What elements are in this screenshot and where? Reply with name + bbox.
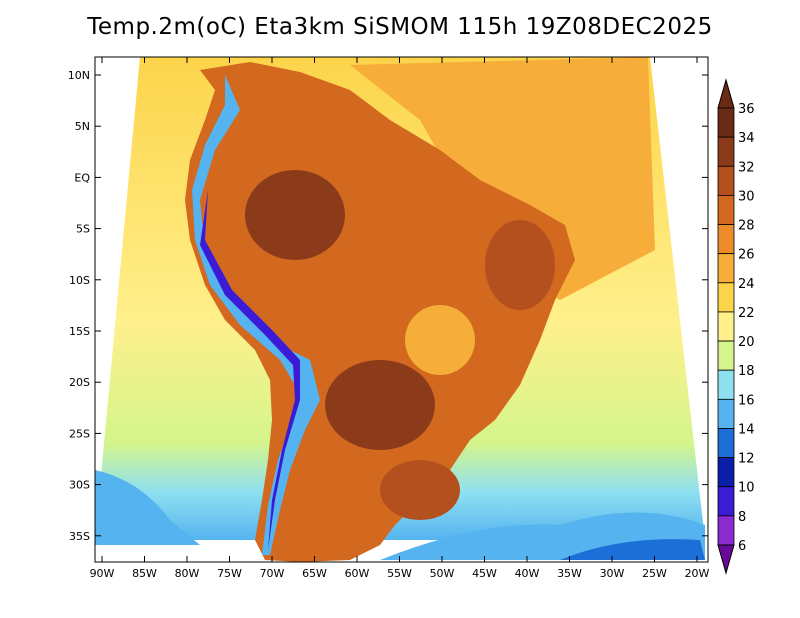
colorbar-label: 22	[738, 306, 755, 321]
colorbar: 36 34 32 30 28 26 24 22 20 18 16 14 12 10 8 6	[717, 78, 755, 575]
colorbar-segment	[717, 369, 735, 400]
colorbar-segment	[717, 253, 735, 284]
colorbar-segment	[717, 457, 735, 488]
colorbar-label: 12	[738, 452, 755, 467]
colorbar-label: 32	[738, 160, 755, 175]
colorbar-segment	[717, 136, 735, 167]
lat-tick-label: 5S	[76, 223, 90, 236]
colorbar-label: 34	[738, 131, 755, 146]
colorbar-label: 36	[738, 102, 755, 117]
map-title: Temp.2m(oC) Eta3km SiSMOM 115h 19Z08DEC2…	[87, 14, 713, 40]
colorbar-segment	[717, 428, 735, 459]
colorbar-segment	[717, 282, 735, 313]
lon-tick-label: 20W	[685, 567, 710, 580]
map-frame	[94, 56, 709, 563]
colorbar-label: 14	[738, 422, 755, 437]
map-field	[95, 57, 705, 562]
warm-ocean-north	[350, 57, 655, 300]
lon-tick-label: 40W	[515, 567, 540, 580]
colorbar-label: 28	[738, 219, 755, 234]
lon-tick-label: 55W	[387, 567, 412, 580]
colorbar-segment	[717, 194, 735, 225]
lat-tick-label: 30S	[69, 479, 90, 492]
colorbar-label: 10	[738, 481, 755, 496]
lon-tick-label: 60W	[345, 567, 370, 580]
northeast-warm	[485, 220, 555, 310]
latitude-axis: 10N 5N EQ 5S 10S 15S 20S 25S 30S 35S	[68, 69, 708, 543]
colorbar-label: 6	[738, 539, 746, 554]
lat-tick-label: 15S	[69, 325, 90, 338]
lon-tick-label: 35W	[557, 567, 582, 580]
cold-ocean-south-east-core	[560, 539, 705, 560]
pampas-hot-area	[380, 460, 460, 520]
lat-tick-label: 35S	[69, 530, 90, 543]
colorbar-max-arrow	[717, 78, 735, 109]
lon-tick-label: 45W	[472, 567, 497, 580]
colorbar-label: 30	[738, 189, 755, 204]
colorbar-segment	[717, 340, 735, 371]
colorbar-segment	[717, 107, 735, 138]
longitude-axis: 90W 85W 80W 75W 70W 65W 60W 55W 50W 45W 40W 35W 30W 2…	[90, 57, 710, 580]
lon-tick-label: 90W	[90, 567, 115, 580]
lat-tick-label: 5N	[75, 120, 90, 133]
lon-tick-label: 70W	[260, 567, 285, 580]
amazon-hot-area	[245, 170, 345, 260]
lon-tick-label: 75W	[217, 567, 242, 580]
lat-tick-label: 10N	[68, 69, 90, 82]
colorbar-label: 8	[738, 510, 746, 525]
colorbar-label: 20	[738, 335, 755, 350]
lon-tick-label: 65W	[302, 567, 327, 580]
lon-tick-label: 80W	[175, 567, 200, 580]
colorbar-label: 26	[738, 248, 755, 263]
colorbar-segment	[717, 165, 735, 196]
colorbar-segment	[717, 398, 735, 429]
colorbar-segment	[717, 515, 735, 546]
lon-tick-label: 85W	[132, 567, 157, 580]
andes-coldest	[200, 190, 300, 550]
lon-tick-label: 30W	[600, 567, 625, 580]
colorbar-min-arrow	[717, 544, 735, 575]
lon-tick-label: 25W	[642, 567, 667, 580]
lat-tick-label: 20S	[69, 376, 90, 389]
colorbar-segment	[717, 224, 735, 255]
lon-tick-label: 50W	[430, 567, 455, 580]
lat-tick-label: 10S	[69, 274, 90, 287]
lat-tick-label: EQ	[74, 171, 90, 184]
paraguay-hot-area	[325, 360, 435, 450]
cold-ocean-south	[95, 470, 200, 545]
colorbar-segment	[717, 486, 735, 517]
colorbar-label: 18	[738, 364, 755, 379]
colorbar-label: 16	[738, 393, 755, 408]
colorbar-label: 24	[738, 277, 755, 292]
central-brazil-warm	[405, 305, 475, 375]
lat-tick-label: 25S	[69, 427, 90, 440]
colorbar-segment	[717, 311, 735, 342]
